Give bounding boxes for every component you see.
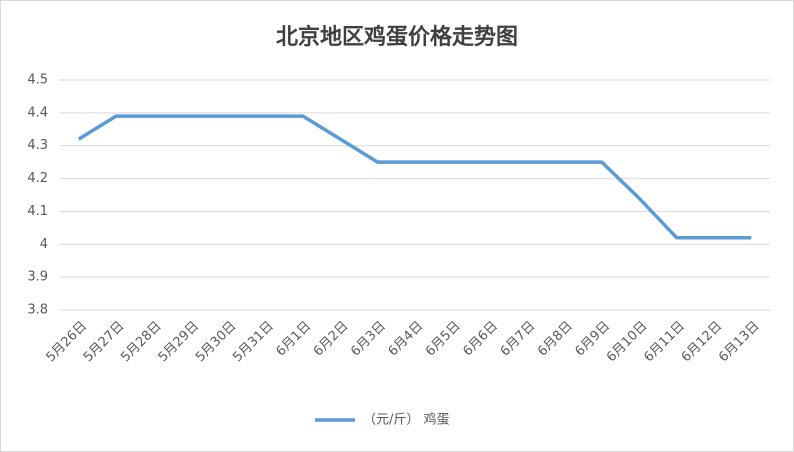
- y-tick-label: 4.4: [27, 105, 48, 120]
- line-series: [77, 114, 752, 240]
- y-tick-label: 4.3: [27, 138, 48, 153]
- y-tick-label: 4.2: [27, 171, 48, 186]
- y-tick-label: 4: [40, 237, 48, 252]
- y-tick-label: 3.8: [27, 303, 48, 318]
- y-tick-label: 3.9: [27, 270, 48, 285]
- y-tick-label: 4.5: [27, 73, 48, 88]
- legend-label: （元/斤） 鸡蛋: [363, 412, 450, 428]
- chart-title: 北京地区鸡蛋价格走势图: [276, 24, 518, 50]
- y-tick-label: 4.1: [27, 204, 48, 219]
